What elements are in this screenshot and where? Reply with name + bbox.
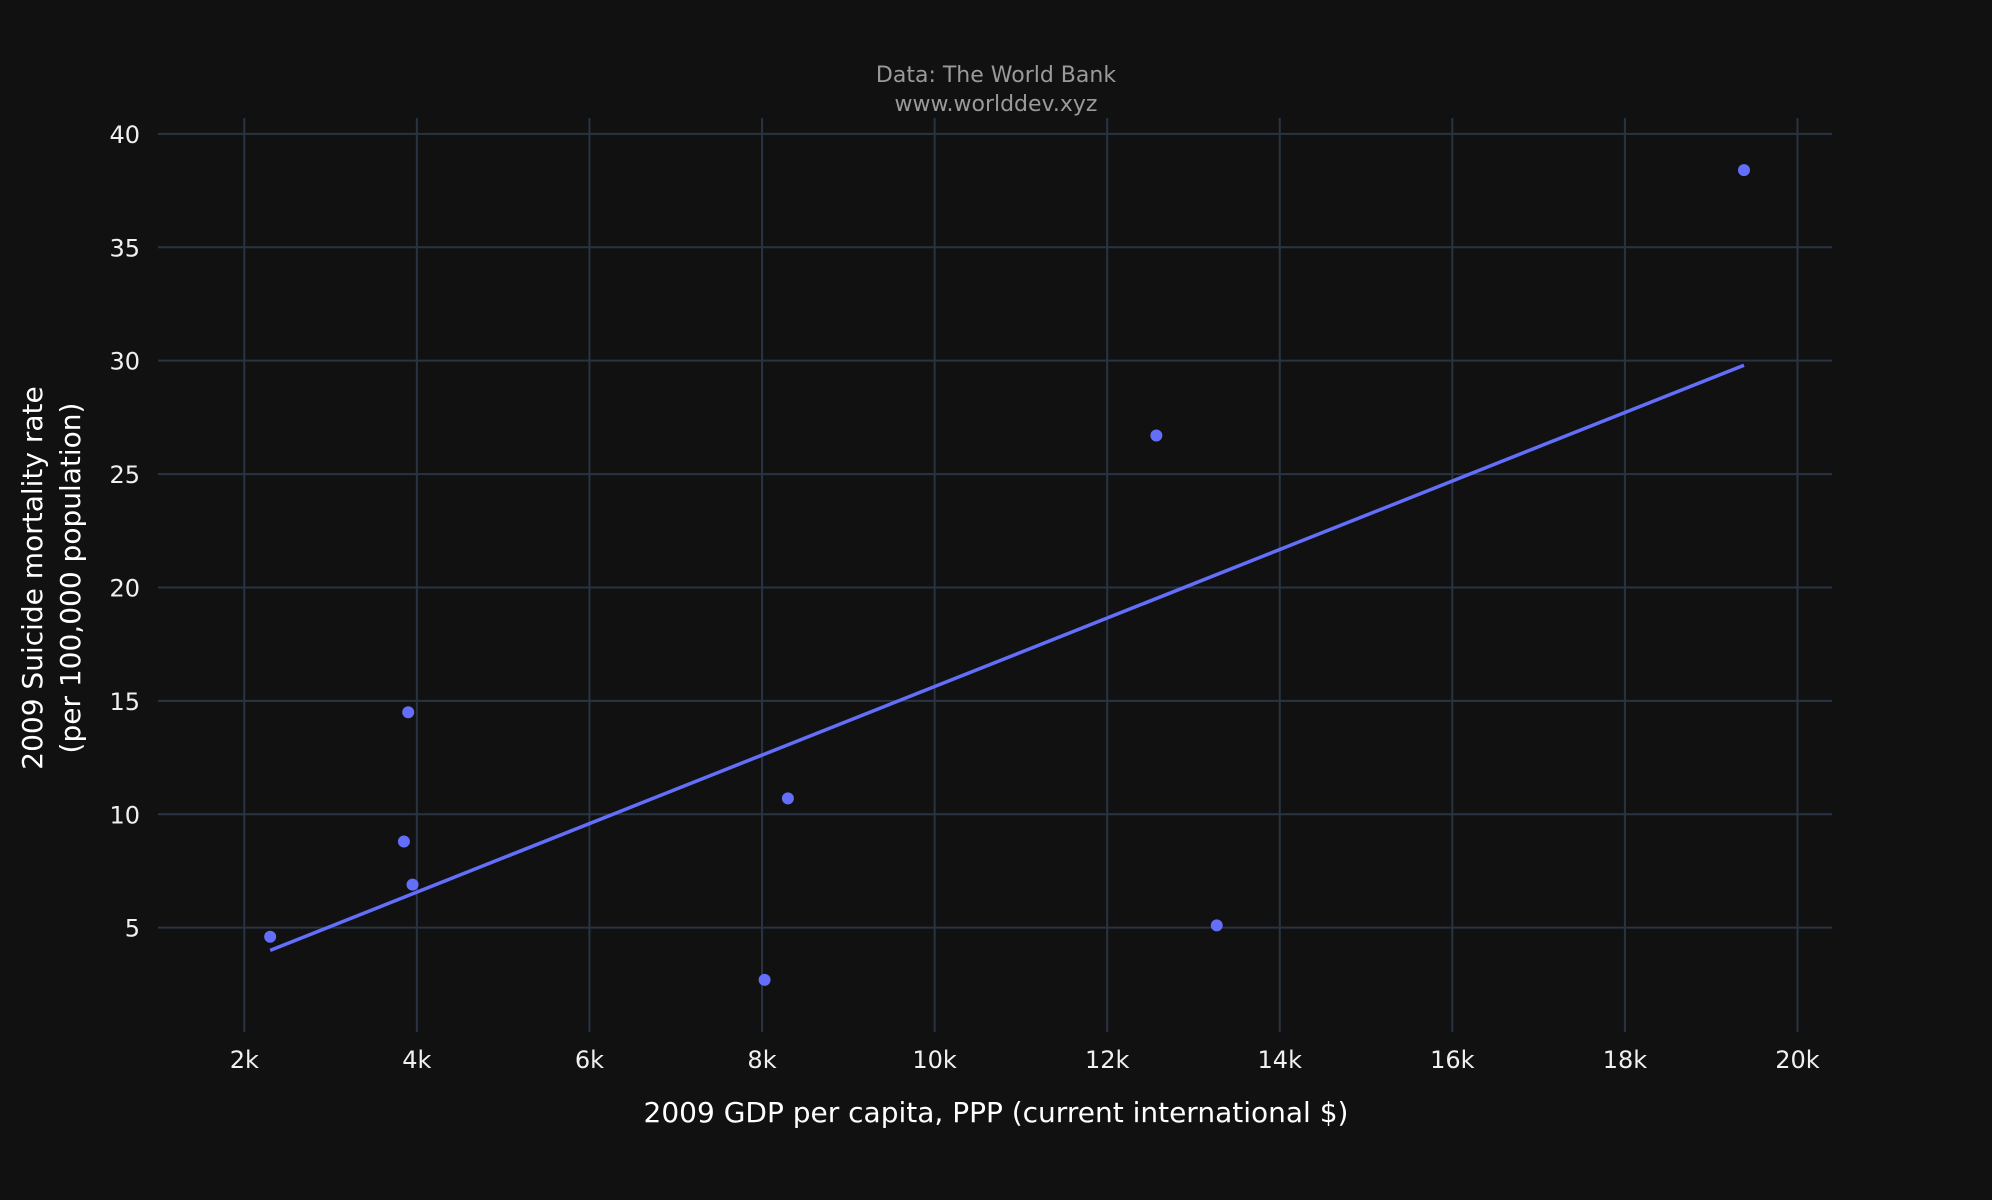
x-tick-label: 18k [1603, 1046, 1648, 1074]
y-tick-label: 25 [109, 461, 140, 489]
y-grid [158, 132, 1832, 929]
y-tick-label: 35 [109, 234, 140, 262]
y-axis-title-group: 2009 Suicide mortality rate (per 100,000… [16, 386, 87, 769]
scatter-point[interactable] [781, 792, 794, 805]
series-layer [264, 164, 1750, 986]
x-axis-title: 2009 GDP per capita, PPP (current intern… [644, 1096, 1349, 1129]
scatter-point[interactable] [406, 878, 419, 891]
x-tick-label: 4k [402, 1046, 431, 1074]
x-tick-label: 12k [1085, 1046, 1130, 1074]
x-tick-label: 10k [912, 1046, 957, 1074]
y-tick-label: 20 [109, 574, 140, 602]
x-grid [243, 118, 1799, 1032]
x-tick-label: 6k [575, 1046, 604, 1074]
chart-subtitle-line-2: www.worlddev.xyz [895, 92, 1098, 117]
x-tick-label: 14k [1258, 1046, 1303, 1074]
y-tick-label: 15 [109, 688, 140, 716]
y-tick-label: 10 [109, 801, 140, 829]
x-tick-label: 2k [230, 1046, 259, 1074]
x-tick-label: 16k [1430, 1046, 1475, 1074]
scatter-point[interactable] [402, 706, 415, 719]
scatter-point[interactable] [264, 930, 277, 943]
y-tick-label: 40 [109, 121, 140, 149]
scatter-point[interactable] [1737, 164, 1750, 177]
scatter-point[interactable] [1210, 919, 1223, 932]
x-tick-label: 8k [747, 1046, 776, 1074]
y-tick-label: 5 [125, 915, 140, 943]
scatter-point[interactable] [397, 835, 410, 848]
x-axis-ticks: 2k 4k 6k 8k 10k 12k 14k 16k 18k 20k [230, 1046, 1820, 1074]
y-axis-title-line-1: 2009 Suicide mortality rate [16, 386, 49, 769]
y-axis-ticks: 5 10 15 20 25 30 35 40 [109, 121, 140, 943]
x-tick-label: 20k [1775, 1046, 1820, 1074]
trend-line [269, 363, 1745, 952]
scatter-point[interactable] [758, 973, 771, 986]
y-axis-title-line-2: (per 100,000 population) [54, 403, 87, 754]
y-tick-label: 30 [109, 348, 140, 376]
scatter-point[interactable] [1150, 429, 1163, 442]
chart-subtitle-line-1: Data: The World Bank [876, 63, 1116, 88]
